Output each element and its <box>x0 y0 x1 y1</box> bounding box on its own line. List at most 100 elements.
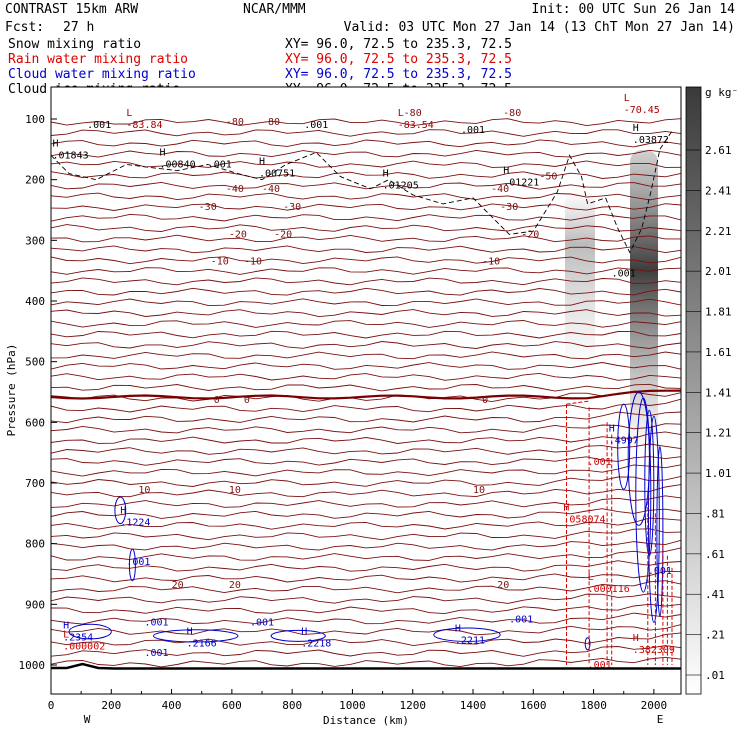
isotherm <box>51 129 681 137</box>
isotherm-label: -30 <box>199 202 217 213</box>
isotherm-label: 20 <box>497 580 509 591</box>
isotherm <box>51 464 681 477</box>
colorbar-label: .81 <box>705 508 725 521</box>
cloud-water-contour <box>128 548 136 582</box>
cloud-ice-outline <box>51 130 673 254</box>
field-cloudwater-xy: XY= 96.0, 72.5 to 235.3, 72.5 <box>285 67 512 82</box>
isotherm-label: -20 <box>229 229 247 240</box>
y-tick-label: 700 <box>25 477 45 490</box>
contour-value-label: .001 <box>87 120 111 131</box>
field-rain-xy: XY= 96.0, 72.5 to 235.3, 72.5 <box>285 52 512 67</box>
isotherm <box>51 181 681 190</box>
isotherm-label: 0 <box>214 395 220 406</box>
contour-value-label: .001 <box>588 660 612 671</box>
isotherm-label: -20 <box>521 229 539 240</box>
isotherm <box>51 224 681 232</box>
x-tick-label: 1600 <box>520 699 547 712</box>
y-axis: 100 200 300 400 500 600 700 800 900 1000 <box>19 113 57 672</box>
isotherm <box>51 528 681 541</box>
y-tick-label: 900 <box>25 598 45 611</box>
colorbar-label: 2.21 <box>705 225 732 238</box>
contour-value-label: .001 <box>612 269 636 280</box>
extremum-marker: H <box>63 621 69 632</box>
cloud-water-contour <box>584 637 591 651</box>
contour-value-label: .001 <box>126 557 150 568</box>
colorbar-label: 1.01 <box>705 467 732 480</box>
isotherm <box>51 351 681 360</box>
isotherm <box>51 475 681 487</box>
isotherm <box>51 612 681 625</box>
extremum-value: .4997 <box>609 436 639 447</box>
isotherm-label: -40 <box>262 184 280 195</box>
extremum-value: -83.84 <box>126 120 162 131</box>
freezing-level <box>51 389 681 400</box>
isotherm <box>51 580 681 594</box>
x-tick-label: 2000 <box>641 699 668 712</box>
y-tick-label: 1000 <box>19 659 46 672</box>
isotherm-label: -40 <box>491 184 509 195</box>
extremum-value: .058074 <box>563 514 605 525</box>
extremum-value: .2354 <box>63 633 93 644</box>
colorbar-unit: g kg⁻¹ <box>705 86 740 99</box>
extremum-value: .000116 <box>588 584 630 595</box>
isotherm <box>51 423 681 434</box>
contour-value-label: .001 <box>648 566 672 577</box>
contour-value-label: .001 <box>144 618 168 629</box>
x-tick-label: 0 <box>48 699 55 712</box>
isotherm <box>51 645 681 657</box>
contour-value-label: .001 <box>304 120 328 131</box>
colorbar-label: .01 <box>705 669 725 682</box>
x-tick-label: 400 <box>162 699 182 712</box>
fcst-label: Fcst: <box>5 20 44 35</box>
y-tick-label: 800 <box>25 538 45 551</box>
extremum-marker: L <box>126 108 132 119</box>
x-tick-label: 1000 <box>339 699 366 712</box>
y-tick-label: 600 <box>25 416 45 429</box>
extremum-marker: H <box>160 147 166 158</box>
cloud-water-contour <box>627 391 650 526</box>
colorbar-label: 1.61 <box>705 346 732 359</box>
extremum-marker: H <box>455 624 461 635</box>
isotherm-label: -10 <box>244 257 262 268</box>
x-tick-label: 1800 <box>580 699 607 712</box>
x-tick-label: 600 <box>222 699 242 712</box>
isotherm <box>51 539 681 551</box>
x-axis-label: Distance (km) <box>323 714 409 727</box>
colorbar-label: .21 <box>705 629 725 642</box>
cloud-water-contour <box>270 629 326 642</box>
contour-value-label: .001 <box>461 125 485 136</box>
isotherm <box>51 372 681 381</box>
extremum-value: .00751 <box>259 169 295 180</box>
init-time: Init: 00 UTC Sun 26 Jan 14 <box>532 2 736 17</box>
field-snow-xy: XY= 96.0, 72.5 to 235.3, 72.5 <box>285 37 512 52</box>
isotherm-label: 0 <box>482 395 488 406</box>
isotherm <box>51 517 681 530</box>
cloud-water-contour <box>153 629 239 643</box>
extremum-value: -70.45 <box>624 105 660 116</box>
isotherm <box>51 593 681 604</box>
isotherm <box>51 656 681 668</box>
extremum-marker: H <box>301 627 307 638</box>
isotherm <box>51 277 681 286</box>
extrema-labels: L-83.84L-83.54L-70.45H.01843 H.00840 H.007… <box>53 93 675 656</box>
extremum-marker: H <box>53 138 59 149</box>
isotherm-label: 20 <box>172 580 184 591</box>
extremum-marker: L <box>588 572 594 583</box>
isotherm-label: -50 <box>539 172 557 183</box>
isotherm-label: 20 <box>229 580 241 591</box>
extremum-value: .01205 <box>383 181 419 192</box>
extremum-marker: L <box>63 630 69 641</box>
field-rain-name: Rain water mixing ratio <box>8 52 188 67</box>
isotherm <box>51 203 681 211</box>
contour-value-label: .001 <box>208 160 232 171</box>
extremum-marker: L <box>398 108 404 119</box>
isotherm <box>51 245 681 254</box>
contour-labels: -80 -80-80 -80-50-40 -40 -40-30 -30 -30-20 -20-… <box>87 108 672 671</box>
fcst-value: 27 h <box>63 20 94 35</box>
isotherm <box>51 362 681 370</box>
header: CONTRAST 15km ARW NCAR/MMM Init: 00 UTC … <box>5 2 735 97</box>
isotherm <box>51 341 681 349</box>
isotherm <box>51 603 681 615</box>
isotherm-label: -80 <box>226 117 244 128</box>
